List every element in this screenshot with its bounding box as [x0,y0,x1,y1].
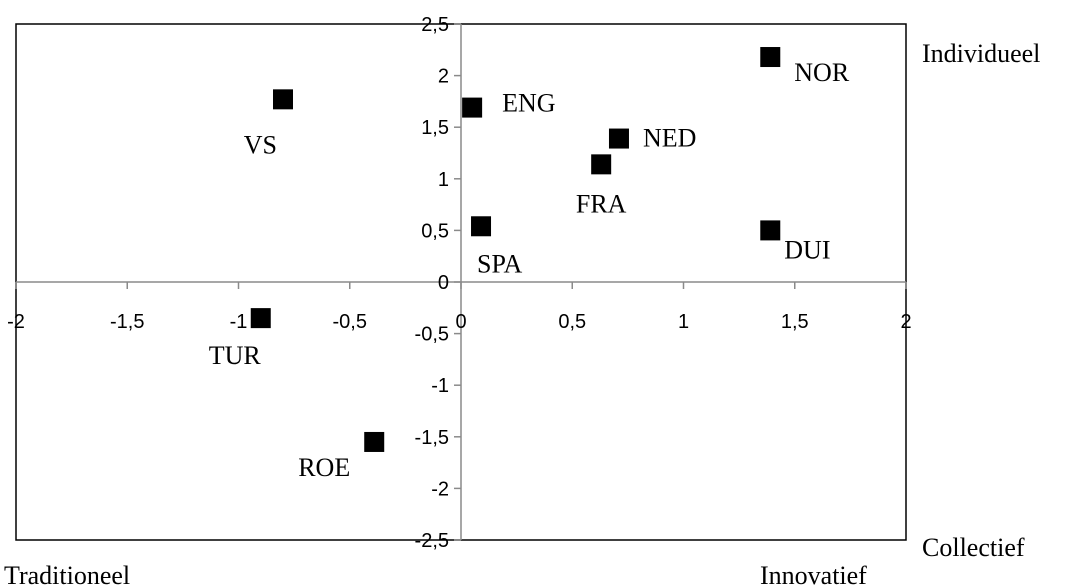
x-tick-label: 1,5 [781,311,809,333]
point-label-dui: DUI [784,235,830,264]
y-tick-label: -1,5 [415,427,449,449]
point-label-nor: NOR [794,58,850,87]
y-tick-label: -2 [431,478,449,500]
x-tick-label: -1 [230,311,248,333]
point-marker-spa [471,216,492,237]
x-tick-label: 0,5 [558,311,586,333]
y-tick-label: 2 [438,66,449,88]
corner-label-innovatief: Innovatief [760,561,867,587]
point-label-fra: FRA [576,189,627,218]
point-marker-nor [760,47,781,68]
y-tick-label: 2,5 [421,14,449,36]
point-marker-eng [462,97,483,118]
point-label-spa: SPA [477,249,523,278]
point-label-tur: TUR [209,341,262,370]
y-tick-label: 0 [438,272,449,294]
point-marker-tur [250,308,271,329]
point-label-roe: ROE [298,453,350,482]
x-tick-label: 1 [678,311,689,333]
point-marker-fra [591,154,612,175]
y-tick-label: -0,5 [415,324,449,346]
x-tick-label: -0,5 [333,311,367,333]
y-tick-label: 1,5 [421,117,449,139]
point-marker-dui [760,220,781,241]
axes: -2 -1,5 -1 -0,5 0 0,5 1 1,5 2 -2,5 -2 -1,5 -1 -0,5 0 0,… [7,14,911,552]
y-tick-label: 1 [438,169,449,191]
x-tick-label: -2 [7,311,25,333]
y-tick-label: -2,5 [415,530,449,552]
corner-label-collectief: Collectief [922,533,1025,562]
point-marker-ned [608,128,629,149]
x-tick-label: 2 [900,311,911,333]
point-label-vs: VS [244,130,277,159]
point-marker-roe [364,431,385,452]
data-points: NOR VS ENG NED FRA SPA DUI TUR ROE [209,47,850,482]
corner-label-individueel: Individueel [922,39,1040,68]
point-marker-vs [273,89,293,110]
x-tick-label: -1,5 [110,311,144,333]
y-tick-label: 0,5 [421,220,449,242]
corner-label-traditioneel: Traditioneel [4,561,130,587]
point-label-ned: NED [643,124,696,153]
x-tick-label: 0 [455,311,466,333]
point-label-eng: ENG [502,89,555,118]
y-tick-label: -1 [431,375,449,397]
